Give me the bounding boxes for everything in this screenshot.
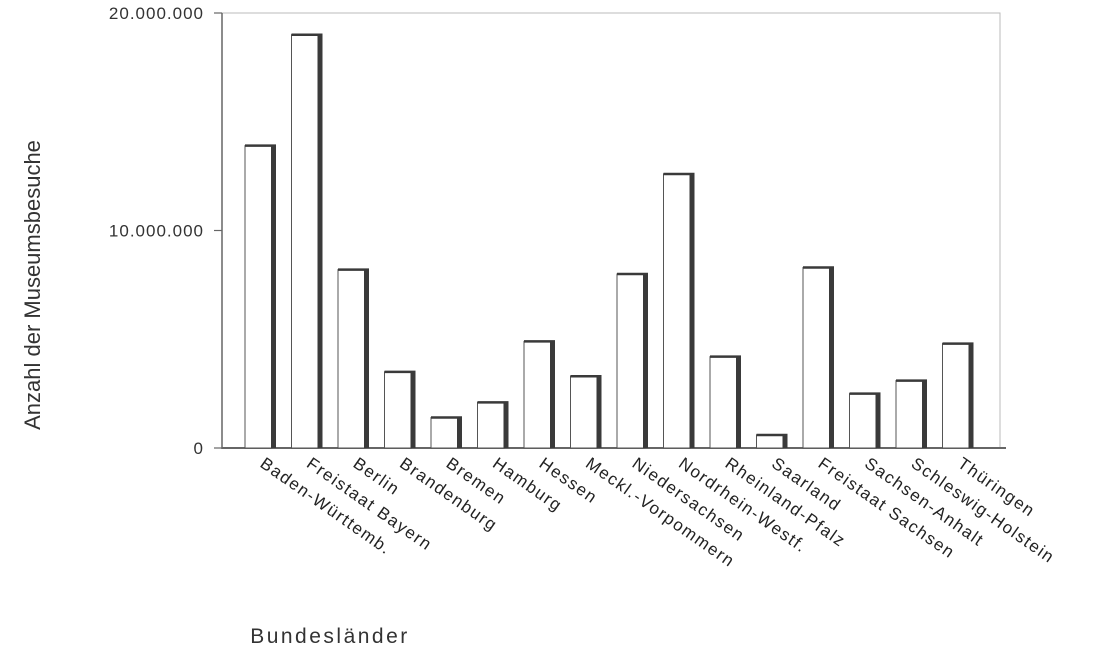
bar [523,340,555,449]
x-axis-tick-labels: Baden-Württemb.Freistaat BayernBerlinBra… [257,454,1059,571]
bar-face [570,375,598,449]
bar-face [384,371,412,449]
bar-face [244,145,273,449]
bar [942,342,974,449]
bar-shadow [968,343,974,448]
y-tick-label: 0 [194,439,204,458]
bar-shadow [364,269,369,448]
bar-shadow [317,34,323,448]
x-axis-title: Bundesländer [250,625,410,648]
bar [802,266,834,449]
bar-face [756,434,784,449]
bar-shadow [550,341,555,448]
bar-face [477,401,505,449]
bar [244,144,276,449]
bar [663,172,695,449]
bar [895,379,927,449]
y-tick-label: 10.000.000 [109,222,204,241]
bar-shadow [596,376,602,448]
bar-shadow [643,274,648,448]
y-tick-label: 20.000.000 [109,4,204,23]
bar-shadow [875,393,881,448]
y-axis-title: Anzahl der Museumsbesuche [20,140,45,430]
bar-shadow [457,417,462,448]
bar-shadow [922,380,927,448]
bar-shadow [410,371,416,448]
bar [709,355,741,449]
bar-shadow [503,402,509,448]
bar [849,392,881,449]
bar [291,33,323,449]
bar-face [663,173,691,449]
bar [477,401,509,449]
bar [430,416,462,449]
bar [384,370,416,449]
bar-face [849,393,877,449]
bar-shadow [689,173,695,448]
y-axis-ticks: 0 10.000.000 20.000.000 [109,4,222,458]
bar-face [709,356,738,449]
bars [244,33,974,449]
bar-face [430,417,459,449]
bar [337,268,369,449]
bar-face [942,343,970,449]
bar [616,272,648,449]
bar [570,374,602,449]
bar-face [895,380,924,449]
bar-shadow [736,356,741,448]
bar-face [291,34,319,449]
bar-face [616,273,645,449]
bar [756,433,788,449]
bar-face [337,269,366,449]
bar-shadow [782,434,788,448]
bar-face [523,340,552,449]
bar-shadow [271,145,276,449]
bar-shadow [829,267,834,448]
bar-face [802,266,831,449]
